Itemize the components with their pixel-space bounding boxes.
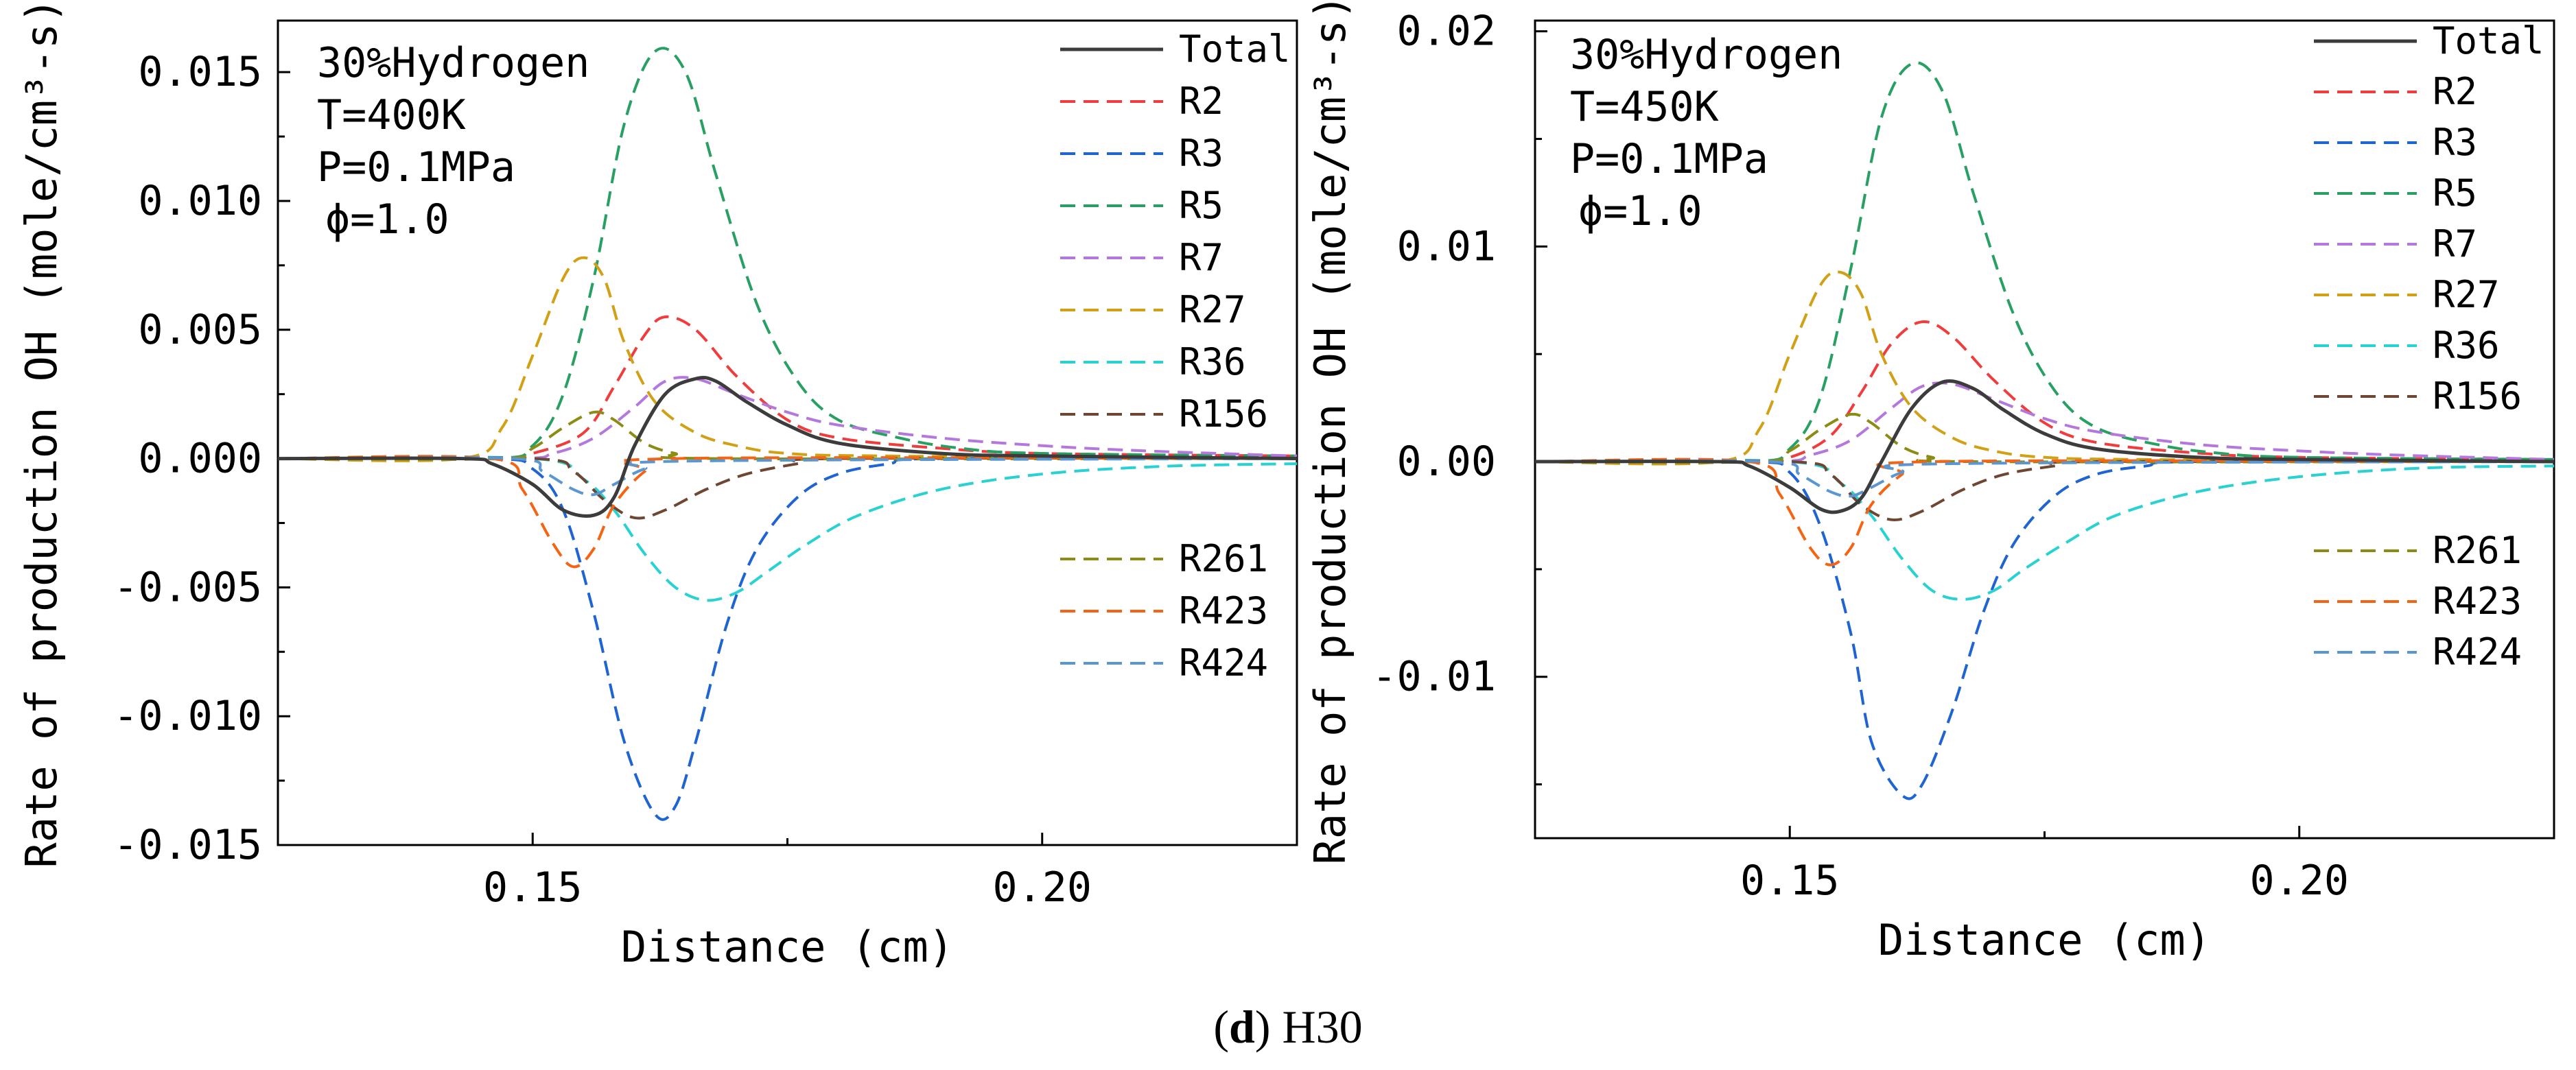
legend-label-r423: R423 — [1179, 589, 1268, 632]
x-tick-label: 0.15 — [1740, 857, 1840, 905]
legend-label-r7: R7 — [2433, 222, 2477, 265]
series-line-r7 — [1535, 381, 2554, 464]
caption-text: H30 — [1282, 1001, 1363, 1053]
series-line-r423 — [278, 455, 1297, 569]
annotation-line: P=0.1MPa — [317, 143, 515, 191]
series-line-r3 — [1535, 459, 2554, 800]
series-line-r2 — [1535, 320, 2554, 464]
legend-label-r261: R261 — [2433, 529, 2522, 572]
series-line-total — [278, 375, 1297, 518]
y-tick-label: 0.010 — [138, 177, 262, 225]
legend-label-r261: R261 — [1179, 537, 1268, 580]
y-tick-label: 0.00 — [1397, 438, 1497, 486]
series-line-r7 — [278, 376, 1297, 461]
legend-label-r5: R5 — [1179, 184, 1223, 227]
annotation-line: P=0.1MPa — [1570, 135, 1768, 183]
x-axis-label: Distance (cm) — [621, 922, 954, 972]
chart-panel-1: 0.15 0.20 0.015 0.010 0.005 0.000 -0.005 -0.010… — [16, 0, 1298, 972]
legend-label-r2: R2 — [1179, 80, 1223, 123]
y-tick-label: 0.01 — [1397, 222, 1497, 270]
series-line-r424 — [1535, 459, 2554, 498]
legend-label-r7: R7 — [1179, 236, 1223, 279]
series-line-total — [1535, 379, 2554, 514]
y-tick-label: -0.015 — [113, 821, 262, 869]
series-lines — [1535, 61, 2554, 800]
y-tick-label: 0.000 — [138, 435, 262, 483]
legend-label-r5: R5 — [2433, 171, 2477, 215]
annotation-line: T=400K — [317, 91, 466, 139]
y-tick-label: -0.01 — [1372, 653, 1496, 701]
y-axis-label: Rate of production OH (mole/cm³-s) — [16, 0, 67, 868]
x-tick-label: 0.20 — [993, 864, 1092, 912]
legend-label-r424: R424 — [2433, 630, 2522, 674]
series-line-r36 — [1535, 458, 2554, 601]
series-line-r3 — [278, 456, 1297, 821]
x-tick-label: 0.20 — [2250, 857, 2350, 905]
y-tick-label: 0.015 — [138, 48, 262, 96]
y-tick-label: 0.02 — [1397, 8, 1497, 56]
legend-label-r424: R424 — [1179, 641, 1268, 685]
legend-label-total: Total — [1179, 27, 1291, 71]
legend-label-r27: R27 — [1179, 288, 1246, 331]
series-line-r36 — [278, 455, 1297, 602]
legend-label-r27: R27 — [2433, 273, 2500, 316]
series-line-r27 — [278, 256, 1297, 462]
y-tick-label: 0.005 — [138, 306, 262, 354]
annotation-line: 30%Hydrogen — [1570, 31, 1842, 79]
legend-label-r2: R2 — [2433, 70, 2477, 113]
legend-label-r36: R36 — [1179, 340, 1246, 383]
series-line-r156 — [278, 456, 1297, 520]
y-tick-label: -0.005 — [113, 563, 262, 611]
chart-panel-2: 0.15 0.20 0.02 0.01 0.00 -0.01 Distance (cm) Ra… — [1305, 0, 2555, 965]
legend-label-r3: R3 — [2433, 121, 2477, 164]
series-line-r2 — [278, 315, 1297, 461]
figure-caption: (d) H30 — [1213, 1001, 1363, 1053]
caption-panel-letter: d — [1229, 1001, 1255, 1053]
legend-label-r156: R156 — [2433, 374, 2522, 418]
legend-label-r423: R423 — [2433, 580, 2522, 623]
annotation-line: T=450K — [1570, 83, 1719, 131]
annotation-line: 30%Hydrogen — [317, 39, 589, 87]
annotation-line: ϕ=1.0 — [1578, 187, 1702, 235]
series-line-r5 — [1535, 61, 2554, 464]
y-axis-label: Rate of production OH (mole/cm³-s) — [1305, 0, 1355, 865]
annotation-line: ϕ=1.0 — [325, 195, 449, 243]
series-line-r424 — [278, 456, 1297, 497]
series-line-r27 — [1535, 270, 2554, 466]
legend: Total R2 R3 R5 R7 R27 R36 R156 R261 R423 R424 — [2314, 19, 2544, 674]
x-tick-label: 0.15 — [483, 864, 583, 912]
legend-label-r156: R156 — [1179, 392, 1268, 436]
series-lines — [278, 47, 1297, 821]
legend-label-total: Total — [2433, 19, 2544, 62]
legend-label-r36: R36 — [2433, 324, 2500, 367]
legend-label-r3: R3 — [1179, 132, 1223, 175]
x-axis-label: Distance (cm) — [1878, 915, 2211, 965]
y-tick-label: -0.010 — [113, 692, 262, 740]
series-line-r423 — [1535, 457, 2554, 567]
legend: Total R2 R3 R5 R7 R27 R36 R156 R261 R423 R424 — [1060, 27, 1291, 685]
series-line-r156 — [1535, 459, 2554, 521]
